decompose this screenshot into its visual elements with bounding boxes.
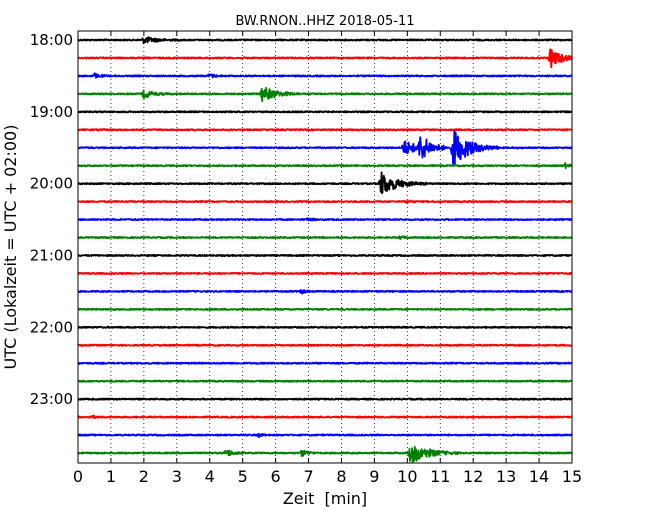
x-tick-label: 5 — [238, 467, 248, 486]
seismic-trace — [77, 48, 573, 69]
trace-group — [77, 36, 573, 464]
x-tick-label: 2 — [139, 467, 149, 486]
seismic-trace — [77, 72, 573, 79]
seismic-trace — [77, 162, 573, 170]
seismic-trace — [77, 343, 573, 347]
y-tick-label: 19:00 — [30, 103, 73, 121]
seismic-trace — [77, 289, 573, 295]
plot-frame — [77, 30, 573, 464]
seismic-trace — [77, 171, 573, 195]
y-tick-label: 18:00 — [30, 31, 73, 49]
chart-title: BW.RNON..HHZ 2018-05-11 — [235, 14, 414, 29]
seismic-trace — [77, 414, 573, 420]
y-tick-label: 21:00 — [30, 246, 73, 264]
seismic-trace — [77, 128, 573, 132]
x-tick-label: 0 — [73, 467, 83, 486]
grid-lines — [110, 31, 540, 463]
seismic-trace — [77, 271, 573, 275]
seismic-trace — [77, 361, 573, 365]
seismic-trace — [77, 325, 573, 329]
seismic-trace — [77, 217, 573, 222]
seismic-trace — [77, 445, 573, 464]
seismic-trace — [77, 307, 573, 311]
x-axis-label: Zeit [min] — [283, 489, 367, 508]
x-tick-label: 7 — [303, 467, 313, 486]
x-tick-label: 11 — [430, 467, 450, 486]
x-tick-label: 12 — [463, 467, 483, 486]
y-tick-label: 20:00 — [30, 175, 73, 193]
seismic-trace — [77, 86, 573, 103]
x-tick-label: 4 — [205, 467, 215, 486]
seismic-trace — [77, 36, 573, 45]
y-tick-label: 23:00 — [30, 390, 73, 408]
seismic-trace — [77, 253, 573, 258]
x-tick-label: 3 — [172, 467, 182, 486]
seismic-trace — [77, 199, 573, 204]
seismic-trace — [77, 432, 573, 439]
x-axis: 0 1 2 3 4 5 6 7 8 9 10 11 12 13 14 15 — [73, 31, 582, 486]
seismic-trace — [77, 397, 573, 401]
x-tick-label: 10 — [397, 467, 417, 486]
y-axis-label: UTC (Lokalzeit = UTC + 02:00) — [1, 125, 20, 370]
x-tick-label: 1 — [106, 467, 116, 486]
x-tick-label: 9 — [369, 467, 379, 486]
seismic-trace — [77, 110, 573, 114]
x-tick-label: 13 — [496, 467, 516, 486]
y-axis: 18:00 19:00 20:00 21:00 22:00 23:00 — [30, 31, 572, 408]
seismic-trace — [77, 235, 573, 240]
y-tick-label: 22:00 — [30, 318, 73, 336]
seismic-trace — [77, 379, 573, 383]
x-tick-label: 14 — [529, 467, 549, 486]
seismic-trace — [77, 129, 573, 166]
x-tick-label: 8 — [336, 467, 346, 486]
x-tick-label: 15 — [562, 467, 582, 486]
x-tick-label: 6 — [271, 467, 281, 486]
